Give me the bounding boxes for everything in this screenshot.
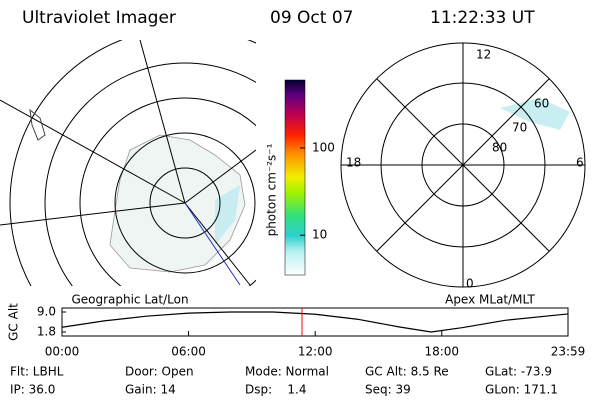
panel-label: Geographic Lat/Lon [71,293,188,307]
colorbar-tick-label: 100 [312,140,335,154]
altitude-line [61,311,569,333]
status-field: Seq: 39 [365,383,411,397]
y-tick-label: 9.0 [37,305,56,319]
lat-label: 60 [534,97,549,111]
x-tick-label: 12:00 [298,345,333,359]
status-field: Dsp: 1.4 [245,383,307,397]
date: 09 Oct 07 [270,8,353,28]
lat-label: 80 [492,141,507,155]
title: Ultraviolet Imager [22,8,176,28]
magnetic-polar-grid [340,42,586,288]
status-field: Gain: 14 [125,383,176,397]
x-tick-label: 23:59 [551,345,586,359]
x-tick-label: 06:00 [171,345,206,359]
status-field: Mode: Normal [245,365,329,379]
colorbar-ticks: 10 100 [300,140,335,242]
x-tick-label: 00:00 [45,345,80,359]
panel-label: Apex MLat/MLT [445,293,535,307]
mlt-label: 0 [466,277,474,291]
colorbar [284,79,306,276]
altitude-plot: 9.0 1.8 00:00 06:00 12:00 18:00 23:59 [37,305,585,359]
status-field: GLat: -73.9 [485,365,552,379]
mlt-label: 6 [576,156,584,170]
status-field: Flt: LBHL [10,365,64,379]
colorbar-tick-label: 10 [312,228,327,242]
y-tick-label: 1.8 [37,325,56,339]
status-field: IP: 36.0 [10,383,55,397]
footer: Flt: LBHL Door: Open Mode: Normal GC Alt: 8… [10,365,558,397]
lat-label: 70 [512,121,527,135]
y-axis-label: GC Alt [7,303,21,341]
mlt-label: 12 [476,48,491,62]
mlt-label: 18 [346,156,361,170]
geographic-map [0,40,256,286]
time: 11:22:33 UT [430,8,535,28]
x-tick-label: 18:00 [424,345,459,359]
status-field: Door: Open [125,365,194,379]
colorbar-label: photon cm⁻²s⁻¹ [265,143,279,236]
status-field: GC Alt: 8.5 Re [365,365,449,379]
status-field: GLon: 171.1 [485,383,558,397]
